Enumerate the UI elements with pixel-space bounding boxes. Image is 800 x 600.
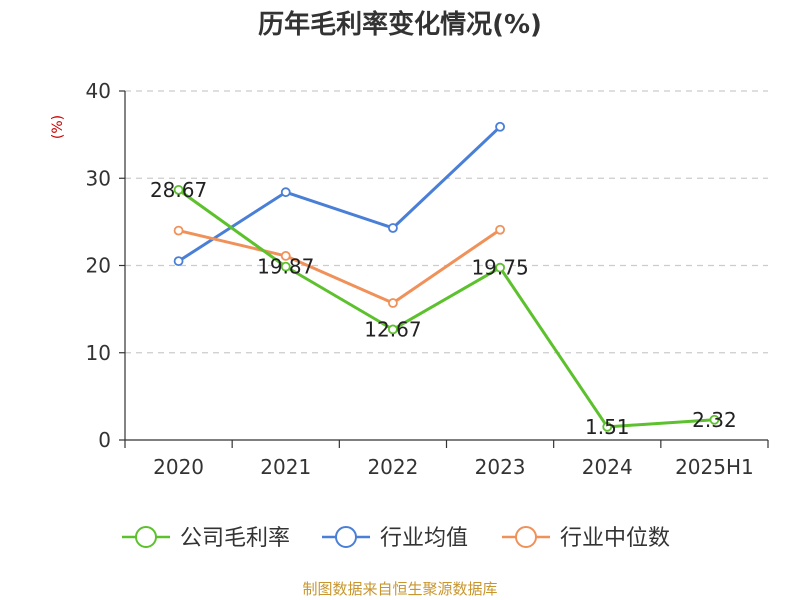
x-tick-label: 2022	[367, 455, 418, 479]
data-point	[280, 187, 291, 198]
y-tick-label: 10	[86, 341, 111, 365]
data-point	[495, 224, 505, 235]
data-point	[388, 223, 398, 233]
x-tick-label: 2021	[260, 455, 311, 479]
data-point	[173, 184, 184, 195]
data-point	[495, 262, 505, 273]
legend-marker	[515, 526, 537, 548]
data-point	[709, 414, 720, 425]
data-label: 1.51	[585, 415, 630, 439]
legend-marker	[335, 526, 357, 548]
series-line	[177, 188, 715, 429]
y-tick-label: 30	[86, 166, 111, 190]
chart-title: 历年毛利率变化情况(%)	[258, 9, 542, 40]
series-line	[178, 228, 501, 305]
y-axis-label: (%)	[50, 115, 66, 139]
data-label: 28.67	[150, 178, 207, 202]
data-point	[173, 225, 184, 236]
legend-label: 行业均值	[380, 526, 468, 551]
data-point	[280, 251, 291, 261]
data-point	[388, 324, 398, 335]
y-tick-label: 40	[86, 79, 111, 103]
legend-label: 行业中位数	[560, 526, 670, 551]
data-point	[280, 261, 291, 272]
data-point	[388, 298, 398, 308]
source-note: 制图数据来自恒生聚源数据库	[302, 580, 498, 598]
legend-marker	[135, 526, 157, 548]
x-tick-label: 2020	[153, 455, 204, 479]
x-tick-label: 2024	[582, 455, 633, 479]
x-tick-label: 2023	[475, 455, 526, 479]
y-tick-label: 0	[98, 428, 111, 452]
data-point	[602, 421, 613, 432]
data-label: 19.87	[257, 255, 314, 279]
data-label: 12.67	[364, 317, 421, 341]
y-tick-label: 20	[86, 254, 111, 278]
legend-label: 公司毛利率	[180, 526, 290, 551]
data-point	[173, 256, 184, 267]
data-label: 2.32	[692, 408, 737, 432]
x-tick-label: 2025H1	[675, 455, 754, 479]
data-point	[495, 121, 505, 132]
data-label: 19.75	[471, 256, 528, 280]
